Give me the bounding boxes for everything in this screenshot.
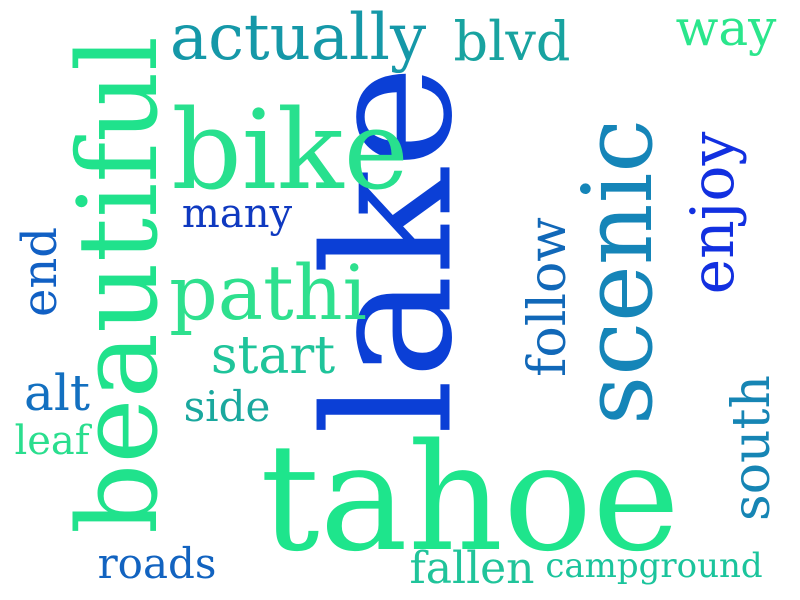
word-way: way: [675, 0, 777, 57]
word-south: south: [722, 375, 782, 521]
word-many: many: [181, 191, 293, 237]
word-actually: actually: [169, 1, 427, 75]
word-fallen: fallen: [409, 543, 535, 594]
word-start: start: [210, 326, 336, 386]
word-enjoy: enjoy: [678, 131, 748, 295]
word-end: end: [12, 226, 68, 318]
word-alt: alt: [24, 364, 90, 422]
word-bike: bike: [171, 86, 409, 214]
word-blvd: blvd: [453, 10, 571, 73]
word-pathi: pathi: [169, 248, 367, 337]
word-roads: roads: [97, 539, 217, 588]
word-leaf: leaf: [14, 418, 90, 464]
word-follow: follow: [518, 217, 578, 377]
word-side: side: [183, 382, 271, 431]
word-tahoe: tahoe: [260, 412, 680, 584]
word-campground: campground: [545, 546, 763, 586]
word-scenic: scenic: [562, 118, 674, 426]
